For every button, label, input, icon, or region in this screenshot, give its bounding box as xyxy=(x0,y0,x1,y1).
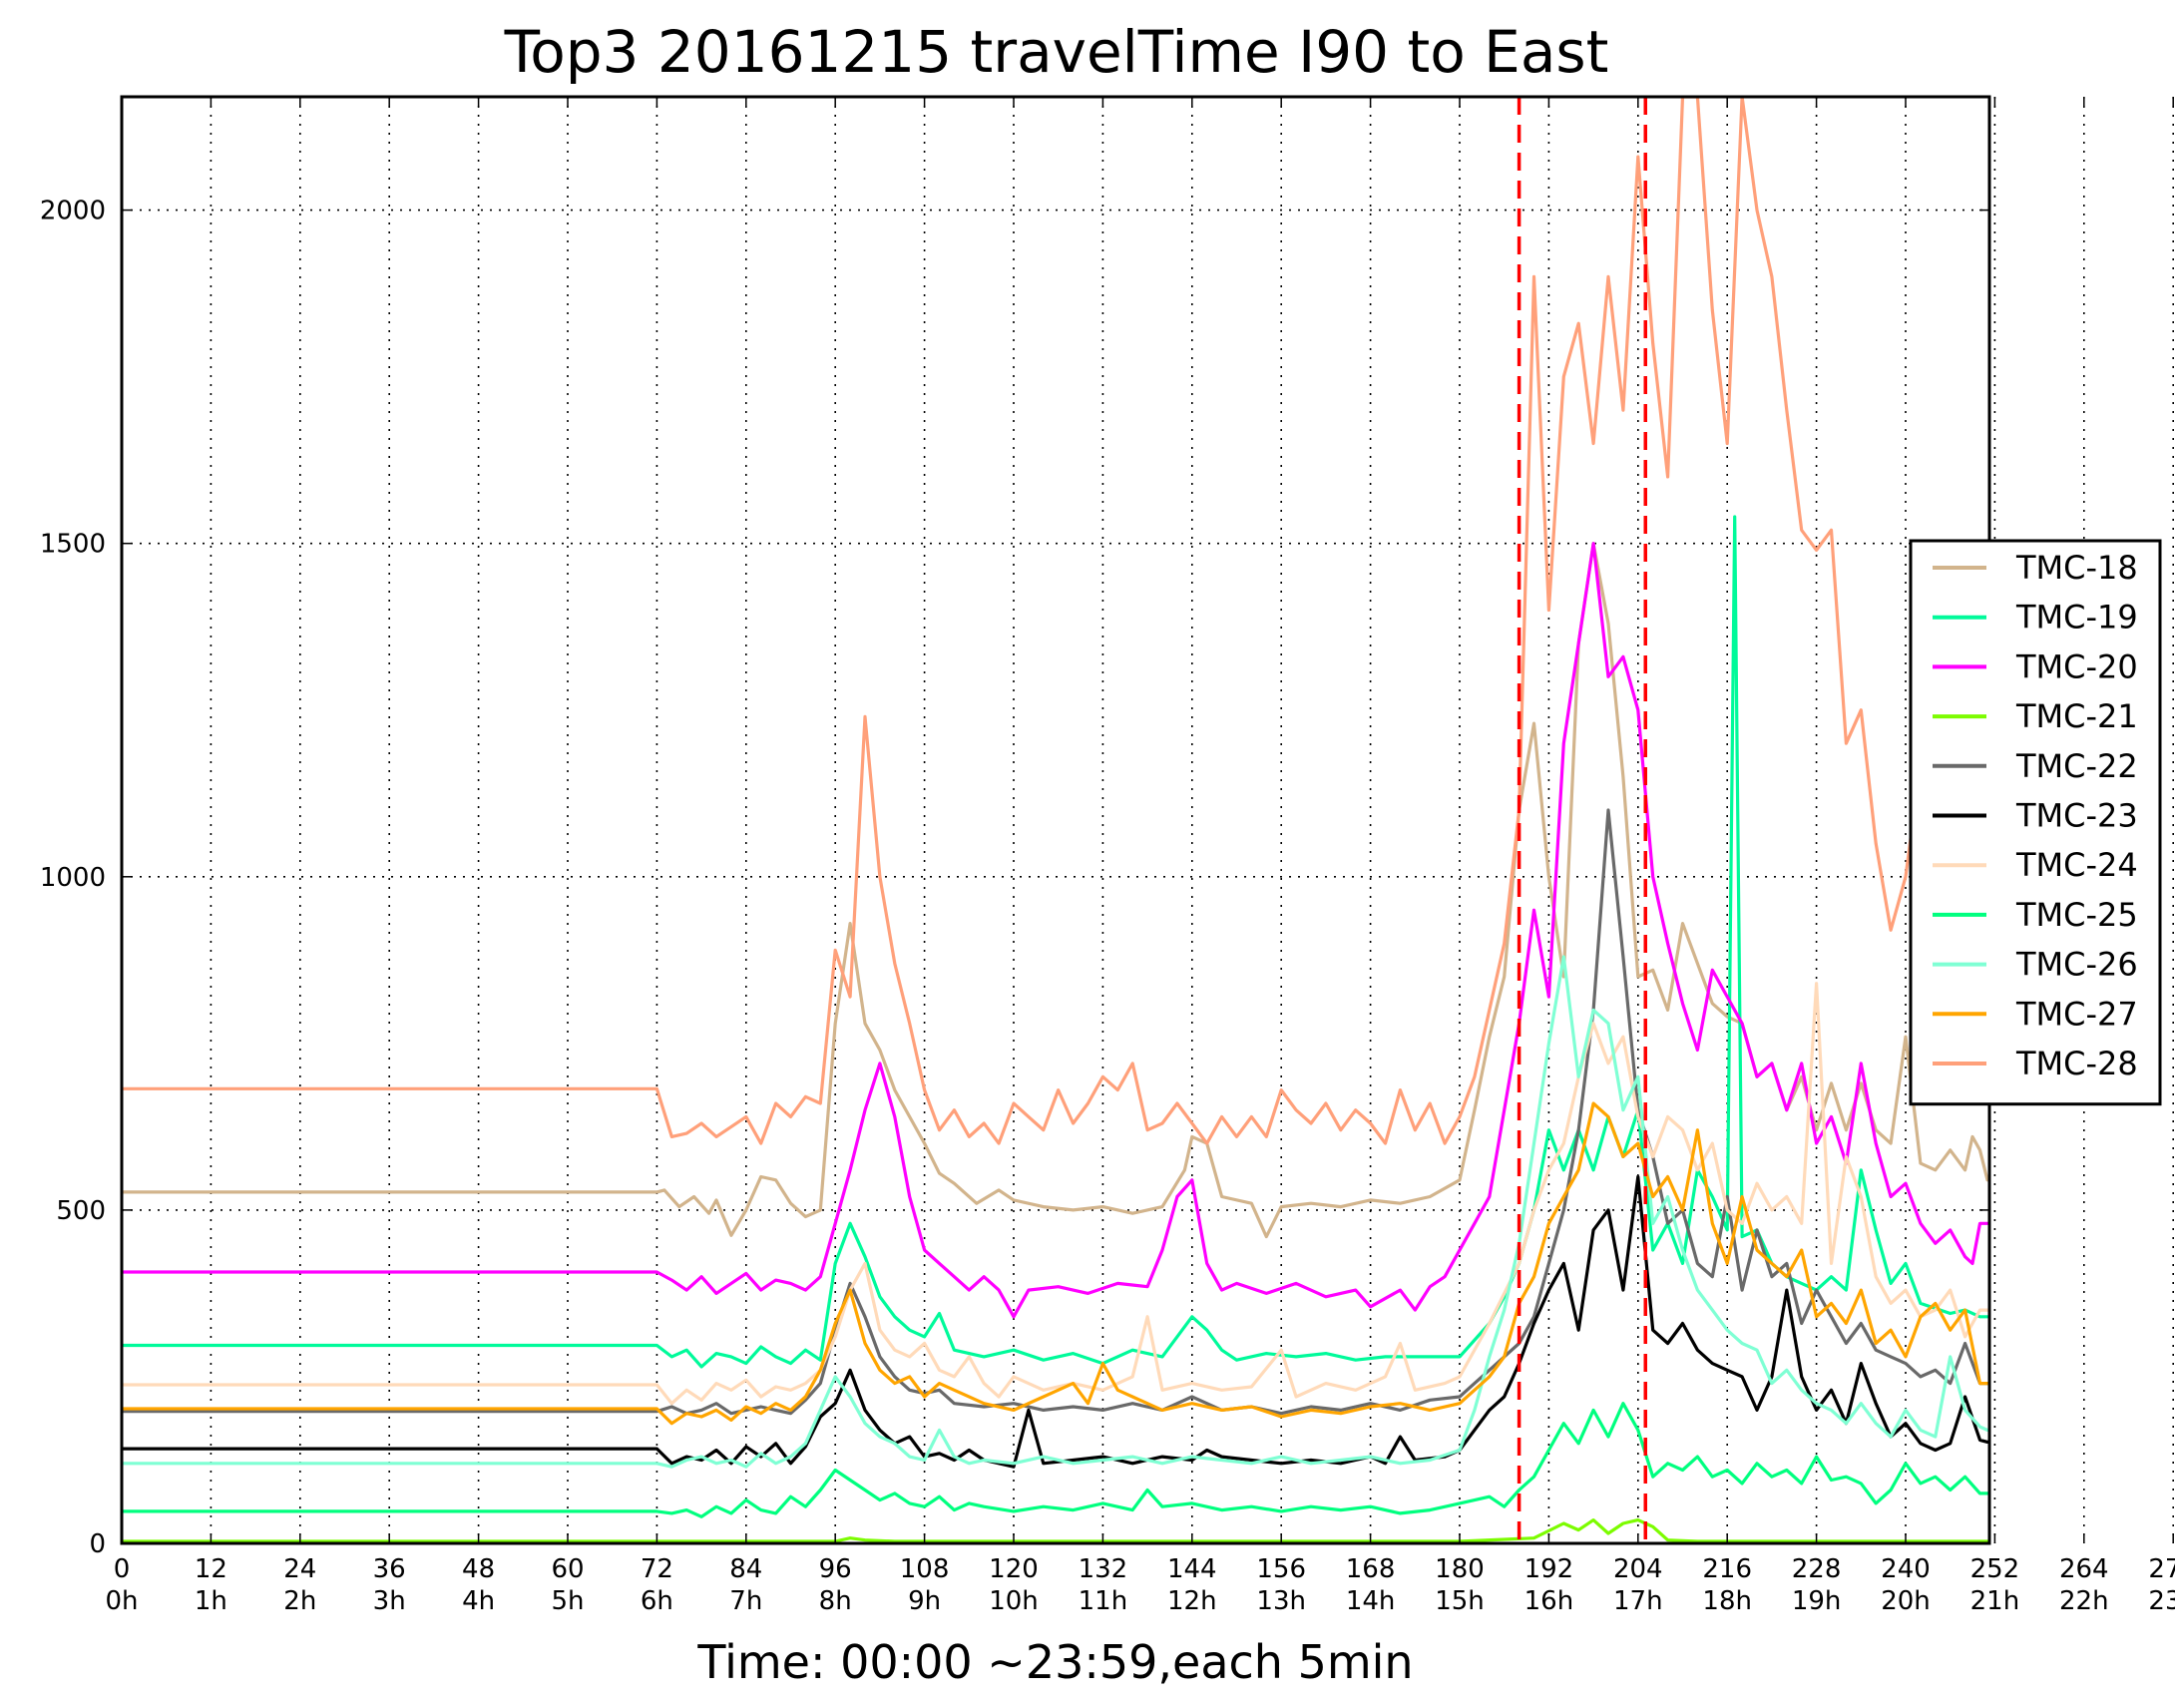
x-axis-label: Time: 00:00 ~23:59,each 5min xyxy=(696,1635,1413,1689)
x-tick-label: 192 xyxy=(1524,1554,1574,1584)
series-line-tmc-27 xyxy=(122,1101,1989,1426)
y-tick-label: 0 xyxy=(89,1529,106,1559)
series-line-tmc-25 xyxy=(122,1402,1989,1518)
x-tick-hour-label: 11h xyxy=(1079,1586,1128,1616)
x-tick-label: 156 xyxy=(1256,1554,1306,1584)
x-tick-label: 48 xyxy=(462,1554,495,1584)
y-tick-label: 1000 xyxy=(40,863,106,893)
series-line-tmc-18 xyxy=(122,542,1989,1239)
x-tick-hour-label: 8h xyxy=(819,1586,852,1616)
x-tick-hour-label: 1h xyxy=(195,1586,227,1616)
grid xyxy=(122,97,2174,1543)
legend-label: TMC-18 xyxy=(2015,549,2138,587)
legend-label: TMC-27 xyxy=(2015,995,2138,1033)
x-tick-label: 180 xyxy=(1435,1554,1485,1584)
legend-box xyxy=(1909,539,2162,1106)
legend-label: TMC-22 xyxy=(2015,747,2138,785)
x-tick-label: 72 xyxy=(641,1554,673,1584)
x-tick-label: 24 xyxy=(283,1554,316,1584)
x-tick-label: 84 xyxy=(729,1554,762,1584)
x-tick-hour-label: 18h xyxy=(1702,1586,1752,1616)
x-tick-label: 204 xyxy=(1613,1554,1663,1584)
legend-label: TMC-25 xyxy=(2015,896,2138,934)
legend-label: TMC-20 xyxy=(2015,647,2138,685)
x-tick-label: 240 xyxy=(1881,1554,1931,1584)
x-tick-label: 216 xyxy=(1702,1554,1752,1584)
x-tick-hour-label: 6h xyxy=(641,1586,673,1616)
x-tick-hour-label: 4h xyxy=(462,1586,495,1616)
x-tick-hour-label: 9h xyxy=(908,1586,941,1616)
x-tick-label: 12 xyxy=(195,1554,227,1584)
x-tick-hour-label: 3h xyxy=(373,1586,406,1616)
legend-label: TMC-28 xyxy=(2015,1045,2138,1082)
x-tick-label: 264 xyxy=(2059,1554,2109,1584)
x-tick-label: 276 xyxy=(2148,1554,2175,1584)
x-tick-hour-label: 17h xyxy=(1613,1586,1663,1616)
series-line-tmc-26 xyxy=(122,955,1989,1469)
plot-frame xyxy=(120,95,1991,1545)
x-tick-label: 132 xyxy=(1079,1554,1128,1584)
x-tick-hour-label: 16h xyxy=(1524,1586,1574,1616)
legend-label: TMC-24 xyxy=(2015,846,2138,884)
x-tick-label: 252 xyxy=(1970,1554,2020,1584)
series-line-tmc-24 xyxy=(122,982,1989,1406)
x-tick-label: 108 xyxy=(900,1554,950,1584)
x-tick-hour-label: 0h xyxy=(105,1586,138,1616)
x-tick-hour-label: 2h xyxy=(283,1586,316,1616)
y-tick-label: 1500 xyxy=(40,530,106,560)
x-tick-label: 168 xyxy=(1346,1554,1396,1584)
series-lines xyxy=(122,97,1989,1543)
x-tick-label: 0 xyxy=(114,1554,131,1584)
y-axis-ticks: 0 500 1000 1500 2000 xyxy=(40,197,1989,1559)
x-tick-hour-label: 23h xyxy=(2148,1586,2175,1616)
x-tick-label: 96 xyxy=(819,1554,852,1584)
y-tick-label: 500 xyxy=(56,1196,106,1226)
series-line-tmc-21 xyxy=(122,1517,1989,1543)
x-tick-hour-label: 20h xyxy=(1881,1586,1931,1616)
marker-lines xyxy=(1517,97,1647,1543)
x-tick-hour-label: 12h xyxy=(1167,1586,1217,1616)
x-tick-label: 120 xyxy=(989,1554,1039,1584)
x-tick-hour-label: 5h xyxy=(551,1586,584,1616)
legend-label: TMC-19 xyxy=(2015,599,2138,637)
chart-title: Top3 20161215 travelTime I90 to East xyxy=(504,18,1609,86)
x-tick-hour-label: 10h xyxy=(989,1586,1039,1616)
legend-label: TMC-23 xyxy=(2015,797,2138,835)
series-line-tmc-20 xyxy=(122,542,1989,1319)
x-tick-label: 144 xyxy=(1167,1554,1217,1584)
x-tick-hour-label: 15h xyxy=(1435,1586,1485,1616)
x-tick-hour-label: 22h xyxy=(2059,1586,2109,1616)
x-tick-hour-label: 14h xyxy=(1346,1586,1396,1616)
x-tick-hour-label: 21h xyxy=(1970,1586,2020,1616)
legend-label: TMC-21 xyxy=(2015,697,2138,735)
legend: TMC-18 TMC-19 TMC-20 TMC-21 TMC-22 TMC-23 TMC-… xyxy=(1909,539,2162,1106)
x-tick-hour-label: 7h xyxy=(729,1586,762,1616)
y-tick-label: 2000 xyxy=(40,197,106,226)
x-tick-label: 228 xyxy=(1792,1554,1842,1584)
series-line-tmc-28 xyxy=(122,97,1989,1145)
legend-label: TMC-26 xyxy=(2015,946,2138,984)
series-line-tmc-19 xyxy=(122,515,1989,1369)
x-tick-label: 60 xyxy=(551,1554,584,1584)
x-tick-label: 36 xyxy=(373,1554,406,1584)
x-tick-hour-label: 19h xyxy=(1792,1586,1842,1616)
x-tick-hour-label: 13h xyxy=(1256,1586,1306,1616)
